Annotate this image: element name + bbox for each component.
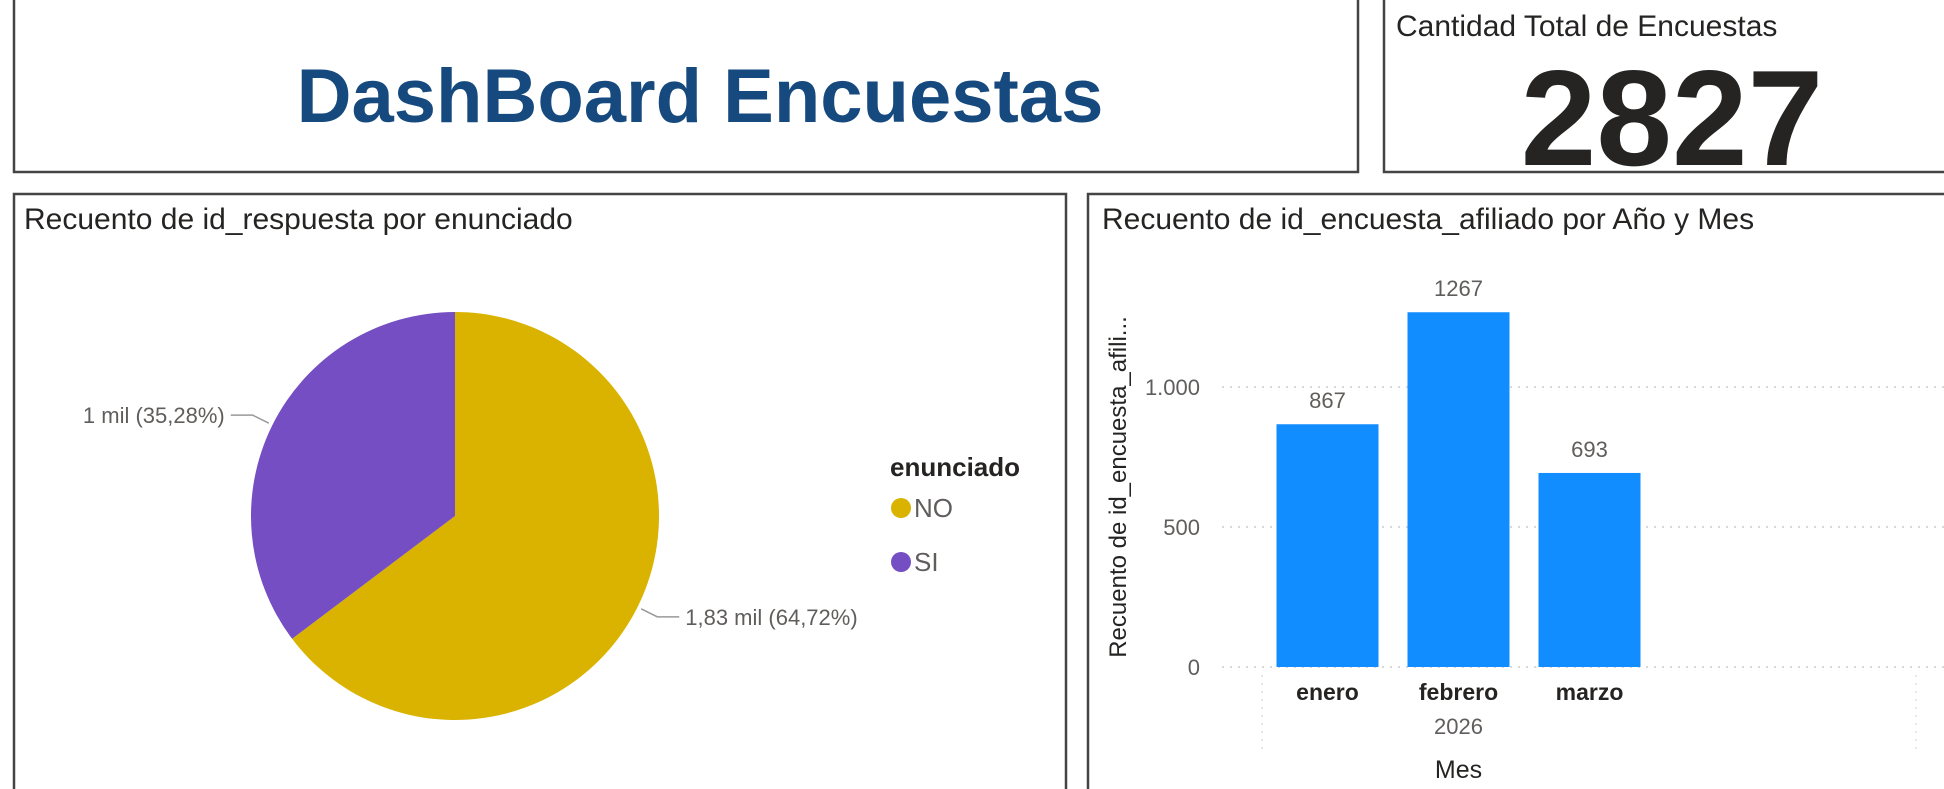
data-label: 1 mil (35,28%) — [83, 403, 225, 428]
leader-line — [230, 414, 270, 424]
leader-line — [640, 608, 680, 618]
pie-slice — [250, 312, 455, 639]
card-value: 2827 — [1521, 42, 1824, 194]
bar — [1407, 312, 1510, 667]
data-label: 693 — [1571, 437, 1608, 462]
pie-title: Recuento de id_respuesta por enunciado — [24, 203, 573, 236]
y-axis-title: Recuento de id_encuesta_afili... — [1105, 316, 1132, 658]
pie-slice — [292, 312, 659, 720]
y-tick-label: 500 — [1163, 515, 1200, 540]
data-label: 867 — [1309, 388, 1346, 413]
legend-swatch — [891, 498, 911, 518]
y-tick-label: 0 — [1188, 655, 1200, 680]
legend-label: NO — [914, 493, 953, 523]
bar — [1538, 472, 1641, 667]
legend-title: enunciado — [890, 452, 1020, 482]
y-tick-label: 1.000 — [1145, 375, 1200, 400]
bar-panel — [1086, 192, 1944, 789]
title-panel — [12, 0, 1360, 174]
legend-label: SI — [914, 547, 939, 577]
dashboard-title: DashBoard Encuestas — [297, 54, 1104, 139]
bar-title: Recuento de id_encuesta_afiliado por Año… — [1102, 203, 1754, 236]
legend-swatch — [891, 552, 911, 572]
x-tick-label: enero — [1296, 679, 1359, 705]
x-axis-title: Mes — [1435, 756, 1482, 784]
data-label: 1267 — [1434, 276, 1483, 301]
x-tick-label: marzo — [1556, 679, 1624, 705]
card-label: Cantidad Total de Encuestas — [1396, 10, 1777, 43]
x-group-label: 2026 — [1434, 714, 1483, 739]
data-label: 1,83 mil (64,72%) — [685, 605, 857, 630]
x-tick-label: febrero — [1419, 679, 1498, 705]
card-panel — [1382, 0, 1944, 174]
bar — [1276, 424, 1379, 667]
